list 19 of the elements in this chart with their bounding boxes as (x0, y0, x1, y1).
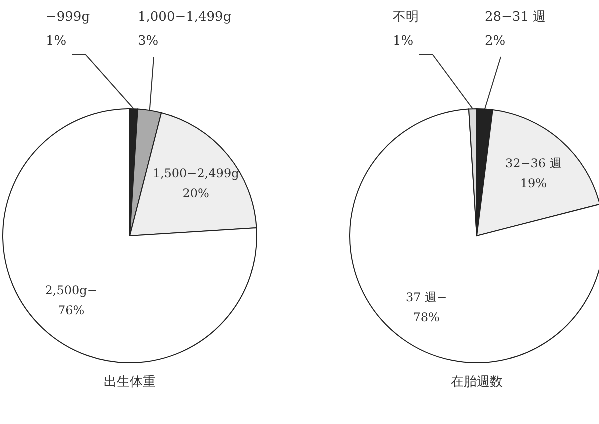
data-label: 1% (46, 34, 67, 49)
data-label: 3% (138, 34, 159, 49)
text: 出生体重 (104, 375, 156, 390)
data-label: 2% (485, 34, 506, 49)
slice-label: 2,500g− (45, 283, 98, 298)
pie-slice (2, 108, 258, 364)
data-label: 76% (58, 303, 85, 318)
slice-label: 不明 (393, 10, 419, 25)
data-label: 1% (393, 34, 414, 49)
slice-label: 1,500−2,499g (152, 166, 240, 180)
data-label: 19% (520, 176, 548, 191)
slice-label: 28−31 週 (485, 10, 546, 25)
slice-label: −999g (46, 10, 90, 25)
text: 在胎週数 (451, 375, 503, 390)
slice-label: 1,000−1,499g (138, 10, 232, 25)
data-label: 20% (182, 186, 210, 200)
data-label: 78% (413, 310, 440, 324)
slice-label: 37 週− (406, 290, 448, 304)
slice-label: 32−36 週 (505, 156, 562, 171)
